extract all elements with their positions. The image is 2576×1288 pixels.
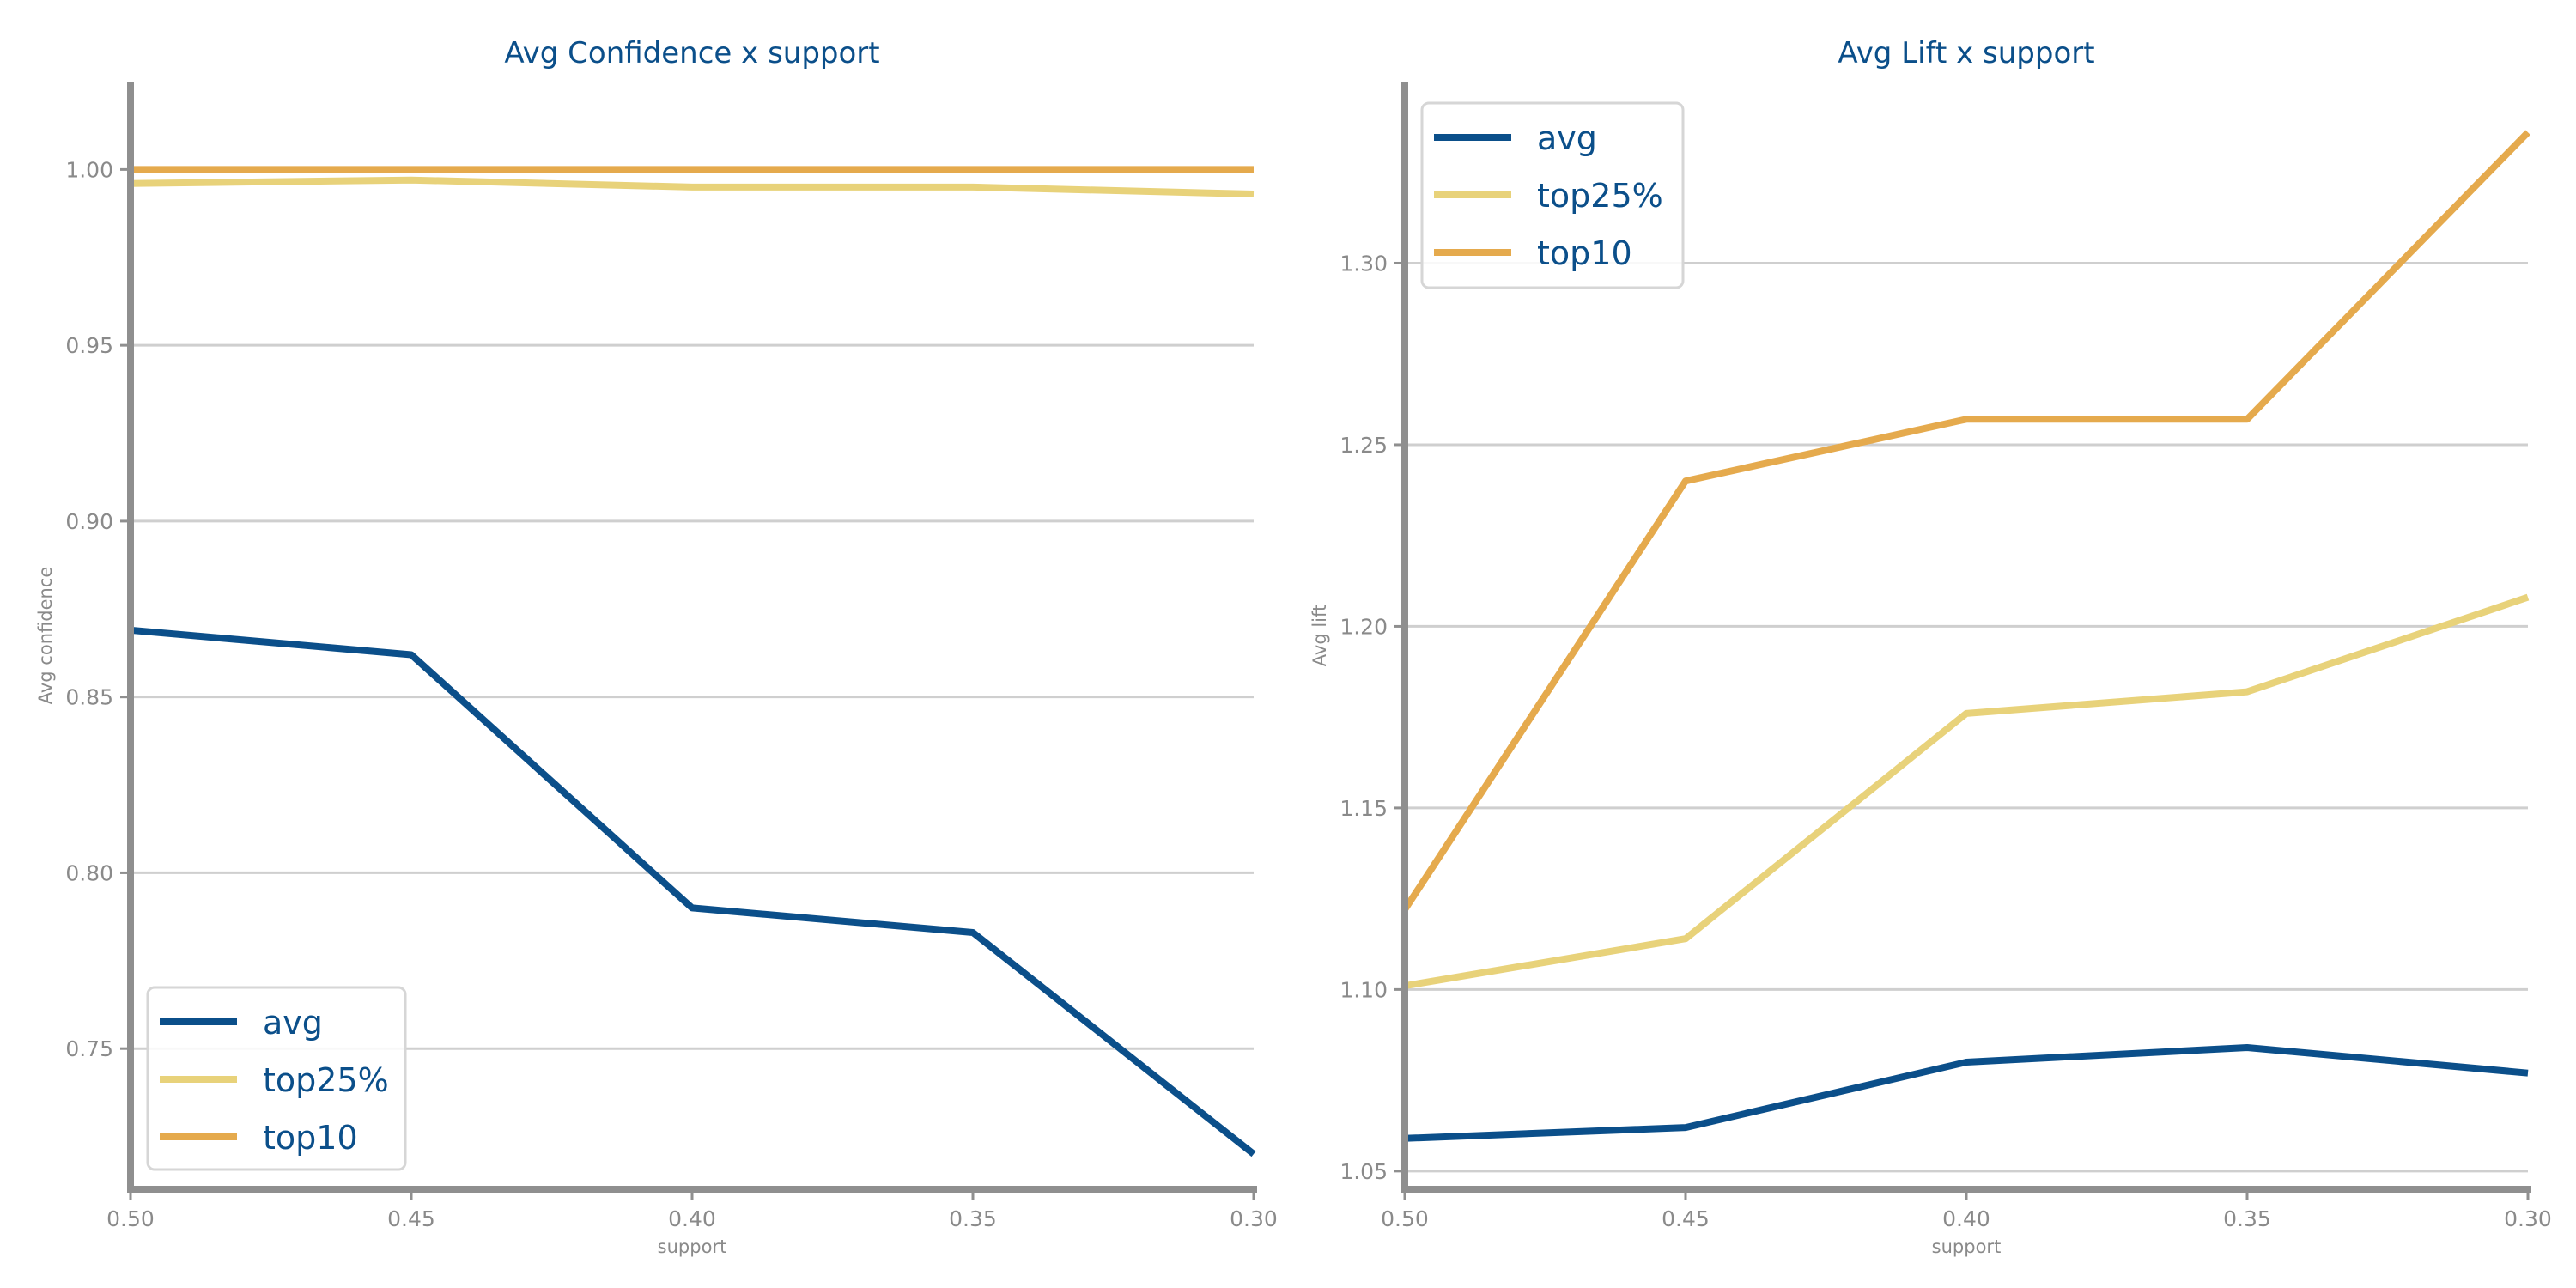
x-axis-label: support: [658, 1236, 727, 1257]
series-line-top25pct: [1404, 593, 2530, 990]
y-axis-label: Avg confidence: [35, 567, 56, 705]
legend: avg top25% top10: [146, 986, 407, 1171]
legend-label-avg: avg: [263, 1004, 323, 1042]
x-tick-label: 0.45: [387, 1206, 435, 1231]
chart-title: Avg Confidence x support: [504, 36, 879, 70]
x-tick-label: 0.50: [1381, 1206, 1429, 1231]
x-tick-label: 0.30: [2504, 1206, 2552, 1231]
legend-label-top10: top10: [1537, 234, 1632, 272]
x-tick-label: 0.45: [1662, 1206, 1710, 1231]
series-line-avg: [1404, 1044, 2529, 1142]
legend-label-top10: top10: [263, 1119, 358, 1157]
y-tick-label: 0.75: [65, 1036, 113, 1061]
y-tick-label: 1.00: [65, 157, 113, 182]
lift-chart: 1.05 1.10 1.15 1.20 1.25 1.30 0.50 0.45 0.40 0.35…: [1309, 36, 2552, 1257]
legend: avg top25% top10: [1420, 101, 1685, 289]
series-line-top10: [1401, 130, 2530, 912]
x-tick-label: 0.35: [949, 1206, 997, 1231]
y-tick-label: 1.10: [1340, 977, 1388, 1002]
y-tick-label: 1.25: [1340, 433, 1388, 458]
y-tick-label: 0.80: [65, 860, 113, 885]
y-tick-label: 0.95: [65, 333, 113, 358]
x-axis-label: support: [1932, 1236, 2002, 1257]
y-tick-label: 0.90: [65, 509, 113, 534]
legend-label-avg: avg: [1537, 119, 1597, 157]
y-tick-label: 1.05: [1340, 1159, 1388, 1184]
series-line-top25pct: [130, 176, 1255, 197]
y-tick-label: 1.20: [1340, 614, 1388, 639]
y-tick-label: 1.30: [1340, 251, 1388, 276]
x-tick-label: 0.40: [1942, 1206, 1990, 1231]
x-tick-label: 0.35: [2223, 1206, 2271, 1231]
y-tick-label: 0.85: [65, 685, 113, 710]
y-tick-label: 1.15: [1340, 796, 1388, 821]
legend-label-top25pct: top25%: [263, 1061, 389, 1099]
chart-title: Avg Lift x support: [1838, 36, 2094, 70]
confidence-chart: 0.75 0.80 0.85 0.90 0.95 1.00 0.50 0.45 0.40 0.35…: [35, 36, 1278, 1257]
series-line-avg: [130, 626, 1256, 1157]
x-tick-label: 0.50: [106, 1206, 155, 1231]
legend-box: [1420, 101, 1685, 289]
y-axis-label: Avg lift: [1309, 605, 1330, 667]
legend-box: [146, 986, 407, 1171]
x-tick-label: 0.40: [668, 1206, 716, 1231]
x-tick-label: 0.30: [1230, 1206, 1278, 1231]
legend-label-top25pct: top25%: [1537, 177, 1663, 215]
